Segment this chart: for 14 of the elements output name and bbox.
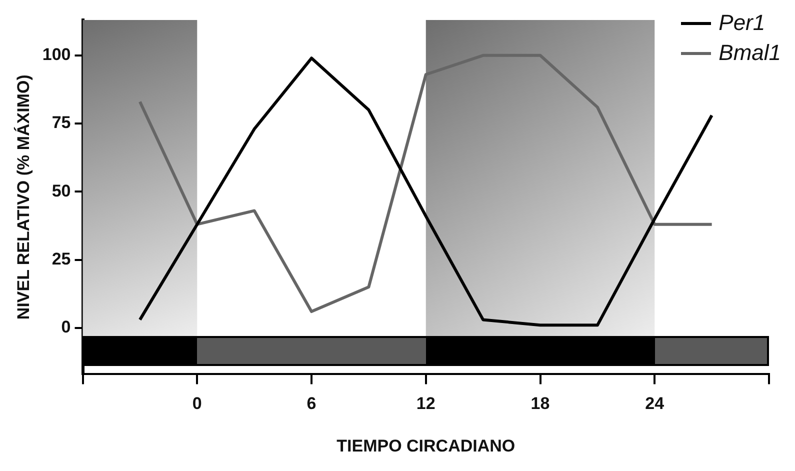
y-tick-label: 50 [52,181,71,200]
y-tick-label: 100 [42,45,71,64]
x-tick-label: 24 [645,394,665,414]
x-tick-label: 12 [416,394,436,414]
y-tick-label: 0 [61,318,71,337]
x-tick-label: 6 [306,394,316,414]
x-tick-label: 0 [192,394,202,414]
x-axis-title: TIEMPO CIRCADIANO [336,436,516,456]
y-tick-label: 75 [52,113,71,132]
y-tick-label: 25 [52,249,71,268]
y-axis-title: NIVEL RELATIVO (% MÁXIMO) [12,74,33,320]
x-tick-label: 18 [530,394,550,414]
legend-label: Bmal1 [718,40,781,66]
legend-label: Per1 [718,10,766,36]
